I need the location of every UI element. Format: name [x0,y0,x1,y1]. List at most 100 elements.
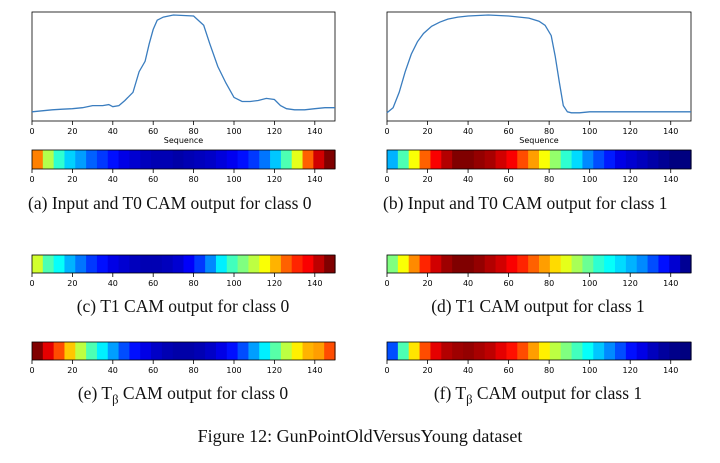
heat-cell-c-2 [53,255,66,273]
heat-cell-b-24 [647,150,660,169]
heat-cell-c-23 [280,255,293,273]
heat-cell-e-22 [270,342,282,360]
heat-cell-a-25 [302,150,314,169]
heat-cell-f-21 [615,342,627,360]
heat-cell-f-14 [539,342,551,360]
xtick-label-heat-f-0: 0 [384,366,389,375]
xtick-label-heat-e-2: 40 [108,366,118,375]
xtick-label-heat-b-6: 120 [623,175,638,184]
caption-f: (f) Tβ CAM output for class 1 [383,383,693,406]
heat-cell-f-16 [560,342,573,360]
heat-cell-d-6 [452,255,464,273]
series-line-a [31,14,335,113]
xtick-label-heat-c-7: 140 [307,279,322,288]
xtick-label-heat-f-6: 120 [623,366,638,375]
heat-cell-a-14 [183,150,195,169]
heat-cell-d-22 [625,255,638,273]
heat-cell-d-5 [441,255,453,273]
heat-cell-a-22 [270,150,282,169]
heat-cell-e-13 [172,342,185,360]
heat-cell-b-8 [473,150,486,169]
caption-e-sub: β [112,392,119,407]
heat-cell-f-23 [636,342,649,360]
xtick-label-line-a-2: 40 [108,127,118,136]
heat-cell-f-25 [658,342,670,360]
caption-e: (e) Tβ CAM output for class 0 [28,383,338,407]
heat-cell-f-20 [604,342,616,360]
heat-cell-d-15 [549,255,562,273]
xtick-label-line-b-4: 80 [544,127,554,136]
heat-cell-f-8 [473,342,486,360]
heat-cell-c-8 [118,255,130,273]
xtick-label-heat-c-6: 120 [267,279,282,288]
caption-f-label: (f) [433,383,452,403]
xtick-label-heat-d-3: 60 [504,279,514,288]
xlabel-a: Sequence [164,136,204,145]
xtick-label-heat-f-3: 60 [504,366,514,375]
heat-cell-b-9 [484,150,497,169]
heat-cell-b-16 [560,150,573,169]
heat-cell-f-6 [452,342,464,360]
heat-cell-b-21 [615,150,627,169]
heat-cell-e-3 [64,342,76,360]
xtick-label-heat-a-4: 80 [189,175,199,184]
heat-cell-c-5 [86,255,98,273]
heat-cell-b-27 [680,150,692,169]
heat-cell-d-12 [517,255,529,273]
heat-cell-b-7 [463,150,475,169]
xtick-label-heat-f-7: 140 [663,366,678,375]
heat-cell-c-16 [205,255,217,273]
caption-d: (d) T1 CAM output for class 1 [383,296,693,317]
xtick-label-heat-d-1: 20 [422,279,432,288]
heat-cell-d-20 [604,255,616,273]
xtick-label-line-b-1: 20 [422,127,432,136]
heat-cell-c-20 [248,255,260,273]
xtick-label-line-a-6: 120 [267,127,282,136]
xtick-label-line-a-1: 20 [67,127,77,136]
caption-e-text-post: CAM output for class 0 [118,383,289,403]
heat-cell-f-3 [419,342,432,360]
xtick-label-heat-c-0: 0 [29,279,34,288]
caption-b-label: (b) [383,193,404,213]
heat-cell-a-20 [248,150,260,169]
heat-cell-a-0 [32,150,44,169]
heat-cell-d-10 [495,255,508,273]
heat-cell-f-4 [430,342,442,360]
xtick-label-heat-b-0: 0 [384,175,389,184]
heat-cell-b-3 [419,150,432,169]
heat-cell-e-23 [280,342,293,360]
xtick-label-heat-e-1: 20 [67,366,77,375]
heat-cell-f-19 [593,342,605,360]
xtick-label-heat-a-5: 100 [226,175,241,184]
heat-cell-f-12 [517,342,529,360]
heat-cell-b-22 [625,150,638,169]
xlabel-b: Sequence [519,136,559,145]
xtick-label-line-b-0: 0 [384,127,389,136]
heat-cell-f-0 [387,342,399,360]
heat-cell-b-13 [528,150,540,169]
heat-cell-b-14 [539,150,551,169]
xtick-label-heat-e-7: 140 [307,366,322,375]
xtick-label-heat-e-5: 100 [226,366,241,375]
xtick-label-heat-b-7: 140 [663,175,678,184]
xtick-label-line-b-7: 140 [663,127,678,136]
heat-cell-e-17 [215,342,228,360]
heat-cell-d-25 [658,255,670,273]
heat-cell-c-21 [259,255,271,273]
heat-cell-d-14 [539,255,551,273]
heat-cell-c-19 [237,255,250,273]
figure-caption: Figure 12: GunPointOldVersusYoung datase… [197,426,523,446]
heat-cell-f-18 [582,342,594,360]
xtick-label-line-a-7: 140 [307,127,322,136]
heat-cell-d-1 [397,255,410,273]
heat-cell-b-17 [571,150,584,169]
xtick-label-heat-c-2: 40 [108,279,118,288]
heat-cell-c-11 [151,255,163,273]
heat-cell-d-24 [647,255,660,273]
heat-cell-c-12 [161,255,174,273]
heat-cell-d-18 [582,255,594,273]
caption-f-text-post: CAM output for class 1 [472,383,643,403]
caption-c: (c) T1 CAM output for class 0 [28,296,338,317]
heat-cell-b-11 [506,150,518,169]
heat-cell-f-26 [669,342,681,360]
